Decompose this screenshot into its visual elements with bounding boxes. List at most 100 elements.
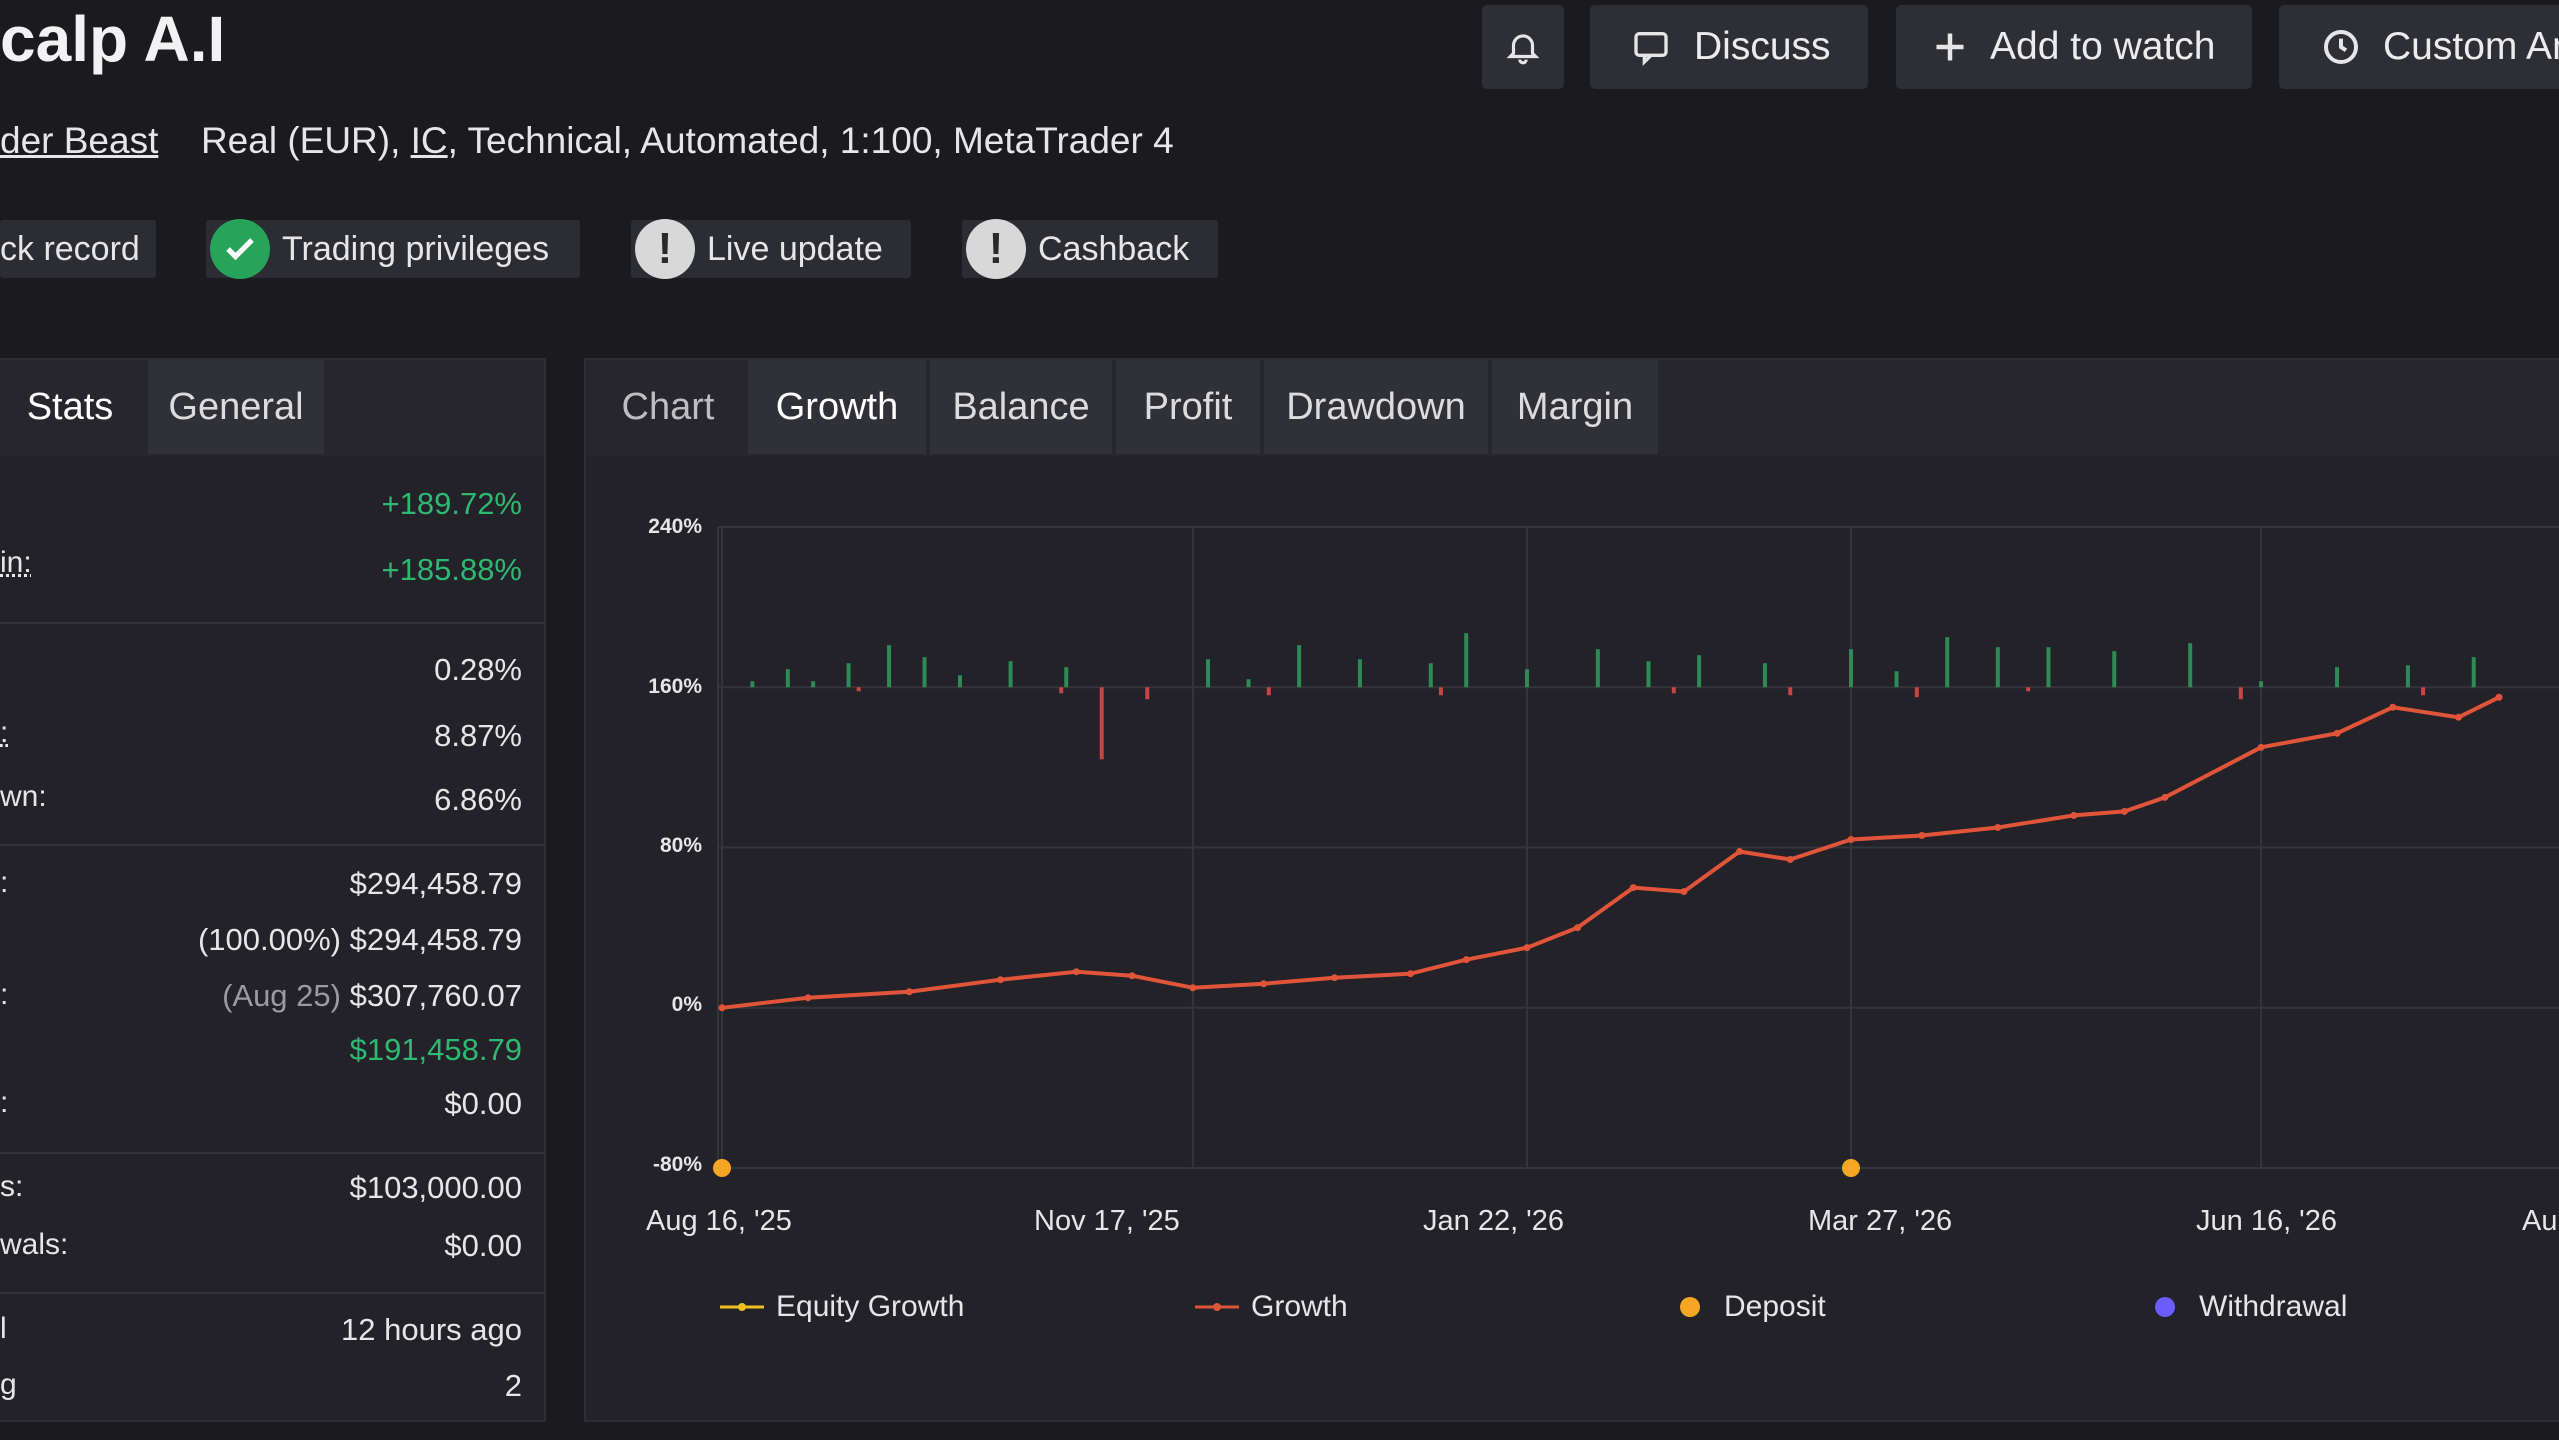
withdrawal-swatch xyxy=(2155,1297,2175,1317)
daily-loss-bar xyxy=(2238,687,2243,700)
growth-point xyxy=(2389,703,2397,711)
growth-point xyxy=(2161,793,2169,801)
legend-withdrawal[interactable]: Withdrawal xyxy=(2155,1290,2347,1324)
chart-panel: Chart Growth Balance Profit Drawdown Mar… xyxy=(584,358,2559,1422)
daily-gain-bar xyxy=(2188,643,2193,688)
stat-balance-value: $294,458.79 xyxy=(349,866,522,901)
legend-equity-growth[interactable]: Equity Growth xyxy=(720,1290,964,1324)
daily-loss-bar xyxy=(2026,687,2031,692)
daily-gain-bar xyxy=(2471,657,2476,688)
growth-chart xyxy=(713,526,2559,1177)
daily-loss-bar xyxy=(1145,687,1150,700)
stat-tracking-value: 2 xyxy=(504,1368,522,1403)
daily-gain-bar xyxy=(1697,655,1702,688)
growth-point xyxy=(2257,743,2265,751)
daily-gain-bar xyxy=(1064,667,1069,688)
comment-icon xyxy=(1630,27,1672,67)
cashback-badge[interactable]: ! Cashback xyxy=(962,219,1218,279)
daily-loss-bar xyxy=(856,687,861,692)
tab-stats[interactable]: Stats xyxy=(26,385,114,428)
deposit-marker xyxy=(1842,1159,1860,1177)
tab-growth[interactable]: Growth xyxy=(748,360,926,454)
daily-loss-bar xyxy=(1266,687,1271,696)
live-update-badge[interactable]: ! Live update xyxy=(631,219,911,279)
tab-balance[interactable]: Balance xyxy=(930,360,1112,454)
account-owner-link[interactable]: der Beast xyxy=(0,120,159,161)
growth-point xyxy=(1331,974,1339,982)
daily-gain-bar xyxy=(1646,661,1651,688)
tab-profit[interactable]: Profit xyxy=(1116,360,1260,454)
daily-gain-bar xyxy=(1894,671,1899,688)
daily-gain-bar xyxy=(1762,663,1767,688)
y-tick-label: 80% xyxy=(659,834,702,857)
tab-general[interactable]: General xyxy=(148,360,324,454)
tab-margin[interactable]: Margin xyxy=(1492,360,1658,454)
x-tick-label: Jan 22, '26 xyxy=(1423,1205,1564,1237)
growth-point xyxy=(1994,823,2002,831)
legend-deposit[interactable]: Deposit xyxy=(1680,1290,1826,1324)
growth-point xyxy=(1072,968,1080,976)
stat-updated-value: 12 hours ago xyxy=(341,1312,522,1347)
stat-withdrawals-value: $0.00 xyxy=(444,1228,522,1263)
growth-point xyxy=(718,1004,726,1012)
growth-point xyxy=(1736,848,1744,856)
track-record-badge[interactable]: ck record xyxy=(0,220,156,278)
daily-gain-bar xyxy=(887,645,892,688)
stat-deposits-value: $103,000.00 xyxy=(349,1170,522,1205)
daily-gain-bar xyxy=(1428,663,1433,688)
tab-drawdown[interactable]: Drawdown xyxy=(1264,360,1488,454)
custom-analysis-button[interactable]: Custom An xyxy=(2279,5,2559,89)
divider xyxy=(0,1152,544,1154)
stat-daily-value: 0.28% xyxy=(434,652,522,687)
add-to-watch-button[interactable]: Add to watch xyxy=(1896,5,2252,89)
growth-point xyxy=(2070,811,2078,819)
y-tick-label: 0% xyxy=(671,993,702,1016)
daily-gain-bar xyxy=(1524,669,1529,688)
stat-tracking-label: g xyxy=(0,1368,17,1401)
equity-growth-swatch xyxy=(720,1303,764,1311)
stats-panel: Stats General +189.72% in: +185.88% 0.28… xyxy=(0,358,546,1422)
growth-point xyxy=(1918,831,1926,839)
stat-interest-value: $0.00 xyxy=(444,1086,522,1121)
deposit-marker xyxy=(713,1159,731,1177)
daily-gain-bar xyxy=(846,663,851,688)
daily-loss-bar xyxy=(1671,687,1676,694)
broker-link[interactable]: IC xyxy=(410,120,448,161)
stat-drawdown-value: 6.86% xyxy=(434,782,522,817)
daily-loss-bar xyxy=(1059,687,1064,694)
growth-point xyxy=(996,976,1004,984)
growth-point xyxy=(2120,807,2128,815)
daily-gain-bar xyxy=(2405,665,2410,688)
chart-tabs: Chart Growth Balance Profit Drawdown Mar… xyxy=(586,360,2559,456)
stat-abs-gain-label: in: xyxy=(0,546,32,579)
notifications-button[interactable] xyxy=(1482,5,1564,89)
daily-gain-bar xyxy=(2259,681,2264,688)
discuss-button[interactable]: Discuss xyxy=(1590,5,1868,89)
page-title: calp A.I xyxy=(0,3,226,75)
daily-gain-bar xyxy=(1595,649,1600,688)
discuss-label: Discuss xyxy=(1694,25,1831,68)
daily-gain-bar xyxy=(1849,649,1853,688)
trading-privileges-badge[interactable]: Trading privileges xyxy=(206,219,580,279)
legend-growth[interactable]: Growth xyxy=(1195,1290,1348,1324)
growth-point xyxy=(1629,884,1637,892)
legend-label: Deposit xyxy=(1724,1290,1826,1323)
growth-point xyxy=(1786,856,1794,864)
deposit-swatch xyxy=(1680,1297,1700,1317)
growth-point xyxy=(1407,970,1415,978)
live-update-label: Live update xyxy=(707,229,883,268)
daily-gain-bar xyxy=(811,681,816,688)
stat-highest-note: (Aug 25) xyxy=(222,978,341,1013)
stat-highest-value: (Aug 25) $307,760.07 xyxy=(222,978,522,1014)
custom-analysis-label: Custom An xyxy=(2383,25,2559,68)
growth-point xyxy=(1128,972,1136,980)
daily-gain-bar xyxy=(2335,667,2340,688)
growth-point xyxy=(1574,924,1582,932)
growth-point xyxy=(2333,729,2341,737)
daily-gain-bar xyxy=(922,657,927,688)
stat-drawdown-label: wn: xyxy=(0,780,47,813)
account-details: der Beast Real (EUR), IC, Technical, Aut… xyxy=(0,120,1174,162)
track-record-label: ck record xyxy=(0,229,140,268)
daily-gain-bar xyxy=(957,675,962,688)
tab-chart[interactable]: Chart xyxy=(621,385,715,428)
